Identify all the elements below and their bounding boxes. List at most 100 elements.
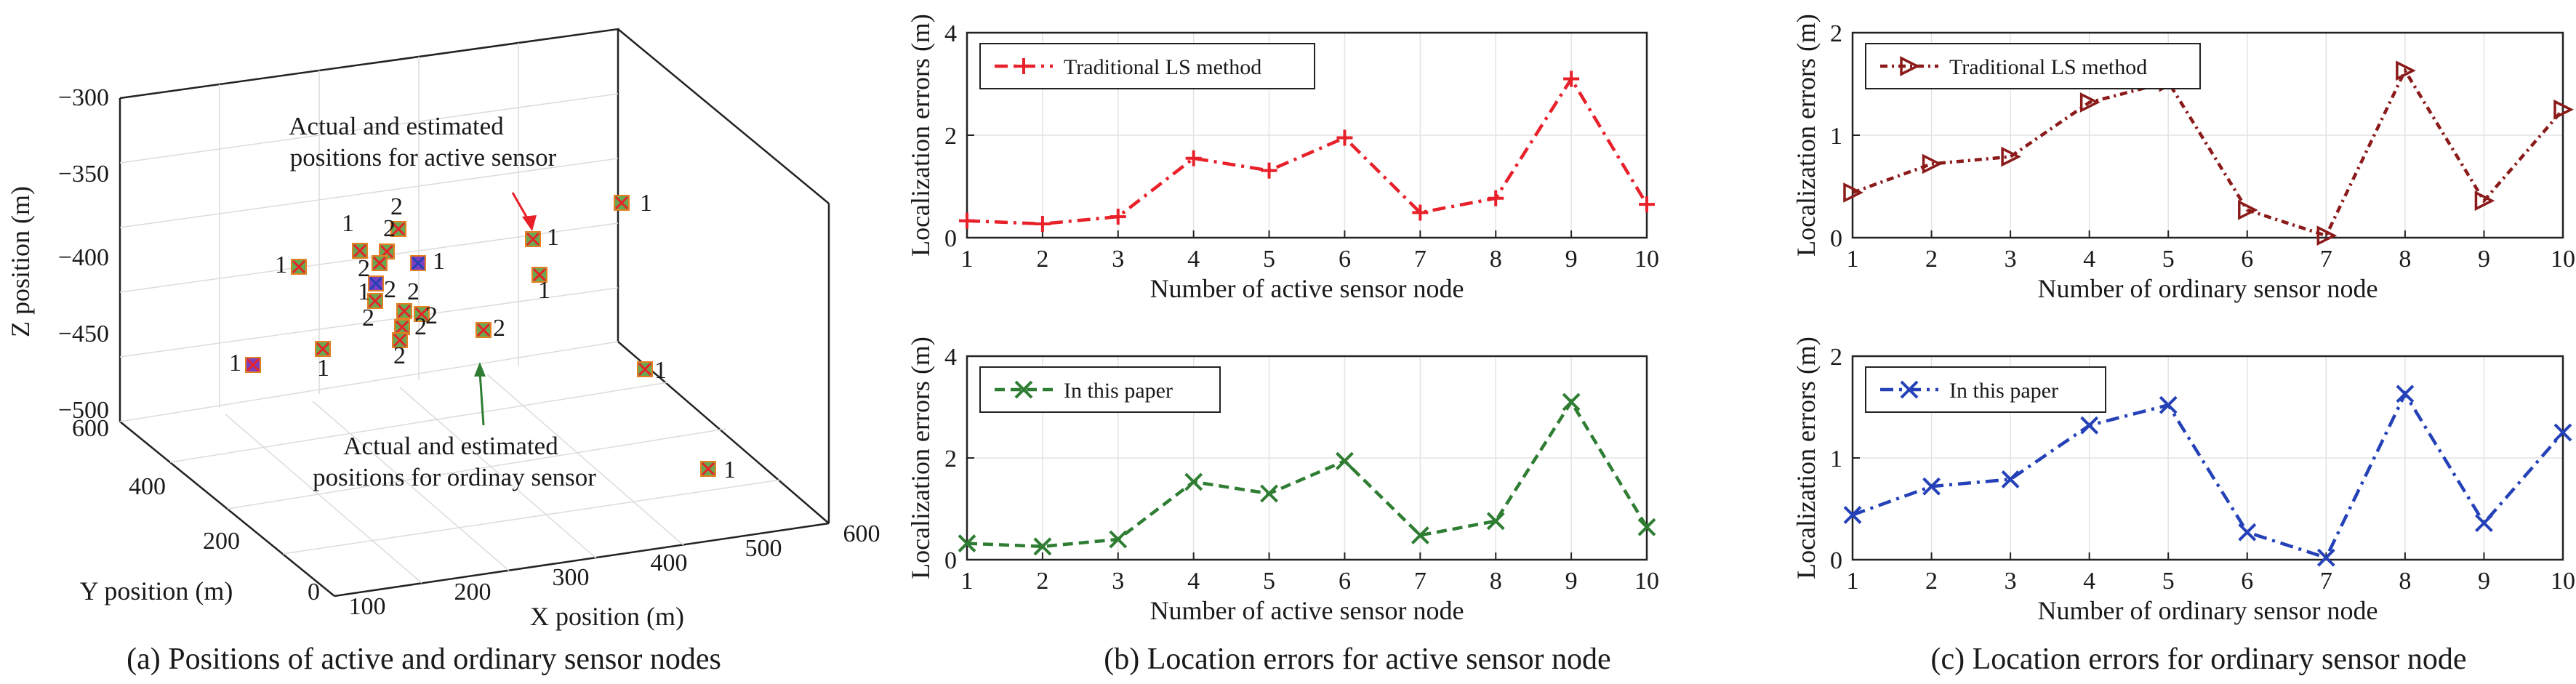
cross-marker xyxy=(1336,451,1354,470)
z-tick: −350 xyxy=(58,161,109,188)
x-tick: 200 xyxy=(454,579,491,605)
cross-marker xyxy=(1562,393,1581,411)
annotation-active-line1: Actual and estimated xyxy=(289,112,504,140)
legend-box xyxy=(1865,366,2106,413)
sensor-marker xyxy=(390,221,406,237)
annotation-ordinary-line1: Actual and estimated xyxy=(343,432,558,460)
svg-text:1: 1 xyxy=(723,456,736,483)
y-axis-label: Localization errors (m) xyxy=(1791,14,1821,257)
svg-text:2: 2 xyxy=(425,302,438,329)
sensor-marker xyxy=(414,306,430,322)
x-tick-label: 3 xyxy=(2005,568,2017,595)
svg-text:1: 1 xyxy=(547,224,559,251)
x-tick-label: 6 xyxy=(2241,568,2253,595)
plus-marker xyxy=(1412,204,1429,221)
y-tick-label: 2 xyxy=(944,446,957,472)
x-tick-label: 8 xyxy=(2399,246,2411,273)
sensor-marker xyxy=(394,319,410,335)
series-line xyxy=(966,76,1648,226)
svg-text:1: 1 xyxy=(275,252,287,278)
x-tick-label: 8 xyxy=(1490,246,1502,273)
cross-marker xyxy=(958,534,976,553)
cross-marker xyxy=(2159,395,2178,414)
y-tick-label: 1 xyxy=(1830,123,1842,150)
sensor-marker xyxy=(614,195,630,211)
panel-c-caption: (c) Location errors for ordinary sensor … xyxy=(1930,643,2466,676)
sensor-markers xyxy=(245,195,716,477)
x-tick: 600 xyxy=(843,520,880,547)
svg-text:1: 1 xyxy=(317,355,329,382)
svg-text:1: 1 xyxy=(654,357,667,384)
y-axis-label: Localization errors (m) xyxy=(906,337,935,579)
x-tick-label: 9 xyxy=(1565,568,1578,595)
x-tick-label: 1 xyxy=(961,246,974,273)
x-tick-label: 9 xyxy=(2478,246,2490,273)
cross-marker xyxy=(1260,484,1278,503)
x-tick-label: 4 xyxy=(1187,568,1200,595)
y-tick: 0 xyxy=(308,579,320,605)
plus-marker xyxy=(1016,58,1032,74)
x-tick-label: 1 xyxy=(1847,246,1859,273)
cross-marker xyxy=(1843,505,1862,524)
x-tick-label: 6 xyxy=(2241,246,2253,273)
plus-marker xyxy=(1261,162,1277,179)
cross-marker xyxy=(1486,512,1505,531)
cross-marker xyxy=(1922,477,1941,496)
z-tick: −400 xyxy=(58,244,109,271)
y-tick-label: 0 xyxy=(1830,225,1842,252)
x-axis-label: X position (m) xyxy=(530,602,684,631)
plus-marker xyxy=(1336,129,1353,146)
svg-text:2: 2 xyxy=(384,276,396,303)
x-tick-label: 9 xyxy=(1565,246,1578,273)
y-axis-line xyxy=(119,421,335,597)
triangle-marker xyxy=(1900,56,1920,76)
x-tick-label: 2 xyxy=(1925,246,1938,273)
legend-label: In this paper xyxy=(1064,379,1173,403)
x-tick-label: 4 xyxy=(2083,246,2095,273)
cross-marker xyxy=(1033,537,1052,556)
x-tick-label: 5 xyxy=(2162,246,2175,273)
sensor-marker xyxy=(315,341,331,357)
sensor-marker xyxy=(245,357,261,373)
cross-marker xyxy=(2396,385,2415,403)
cross-marker xyxy=(1014,380,1033,399)
x-axis-label: Number of ordinary sensor node xyxy=(2038,596,2378,625)
x-tick-label: 4 xyxy=(1187,246,1200,273)
sensor-marker xyxy=(410,255,426,271)
y-tick-label: 2 xyxy=(1830,20,1842,47)
y-tick-label: 0 xyxy=(944,225,957,252)
sensor-marker xyxy=(531,267,547,283)
annotation-ordinary-line2: positions for ordinay sensor xyxy=(313,463,596,491)
triangle-marker xyxy=(1843,182,1863,203)
y-axis-label: Y position (m) xyxy=(80,576,233,605)
z-tick: −500 xyxy=(58,397,109,424)
cross-marker xyxy=(2238,523,2257,542)
x-tick-label: 3 xyxy=(2005,246,2017,273)
y-tick-label: 4 xyxy=(944,20,957,47)
x-tick-label: 10 xyxy=(1634,246,1659,273)
y-tick: 200 xyxy=(203,528,240,555)
svg-text:2: 2 xyxy=(407,278,420,305)
svg-text:2: 2 xyxy=(493,315,505,342)
plus-marker xyxy=(959,212,975,229)
triangle-marker xyxy=(2396,60,2416,81)
x-tick-label: 7 xyxy=(1414,246,1427,273)
cross-marker xyxy=(1109,530,1128,549)
x-tick-label: 7 xyxy=(2320,246,2332,273)
y-tick-label: 0 xyxy=(1830,547,1842,574)
x-tick-label: 1 xyxy=(961,568,974,595)
x-tick-label: 7 xyxy=(2320,568,2332,595)
triangle-marker xyxy=(2079,92,2100,113)
y-axis-label: Localization errors (m) xyxy=(906,14,935,257)
y-tick-label: 2 xyxy=(1830,344,1842,371)
x-tick-label: 8 xyxy=(1490,568,1502,595)
y-tick: 400 xyxy=(129,473,166,500)
cross-marker xyxy=(1637,518,1656,536)
x-tick-label: 6 xyxy=(1339,568,1351,595)
triangle-marker xyxy=(2238,200,2258,220)
triangle-marker xyxy=(2001,146,2022,167)
panel-a-caption: (a) Positions of active and ordinary sen… xyxy=(127,643,721,676)
y-tick-label: 2 xyxy=(944,123,957,150)
y-ticks: 600 400 200 0 xyxy=(72,415,320,605)
